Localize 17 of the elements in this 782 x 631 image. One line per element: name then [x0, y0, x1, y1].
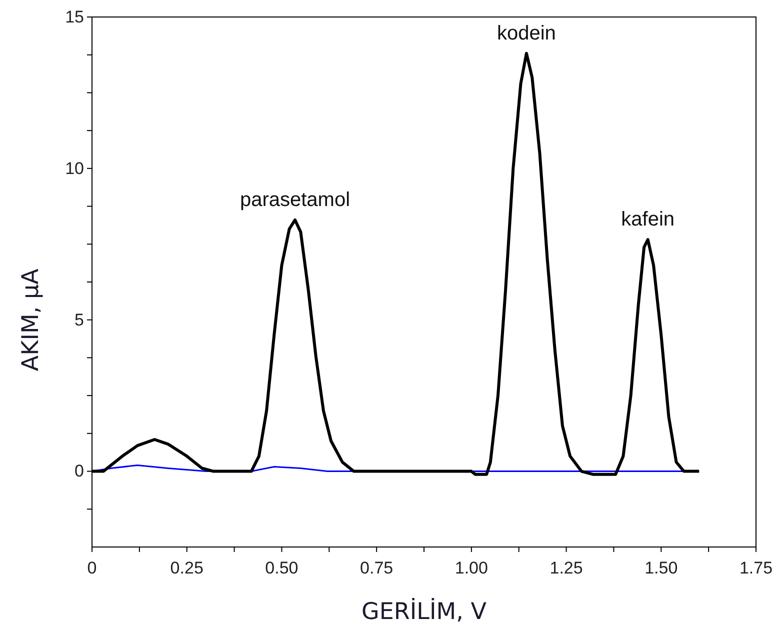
- x-axis-title: GERİLİM, V: [362, 597, 487, 625]
- annotation: kafein: [621, 208, 675, 231]
- x-tick-label: 1.00: [454, 558, 488, 578]
- y-tick-label: 0: [74, 462, 84, 481]
- y-tick-label: 5: [74, 310, 84, 330]
- annotation: kodein: [496, 22, 556, 44]
- y-tick-label: 10: [65, 158, 84, 178]
- y-axis-title: AKIM, µA: [18, 268, 44, 372]
- x-tick-label: 0: [87, 558, 97, 578]
- x-tick-label: 0.50: [265, 558, 298, 578]
- x-tick-label: 1.75: [739, 558, 773, 578]
- x-tick-label: 0.75: [360, 558, 394, 578]
- y-tick-label: 15: [65, 7, 84, 26]
- annotation: parasetamol: [240, 188, 350, 211]
- x-tick-label: 0.25: [170, 558, 204, 578]
- x-tick-label: 1.50: [644, 558, 678, 578]
- x-tick-label: 1.25: [550, 558, 583, 578]
